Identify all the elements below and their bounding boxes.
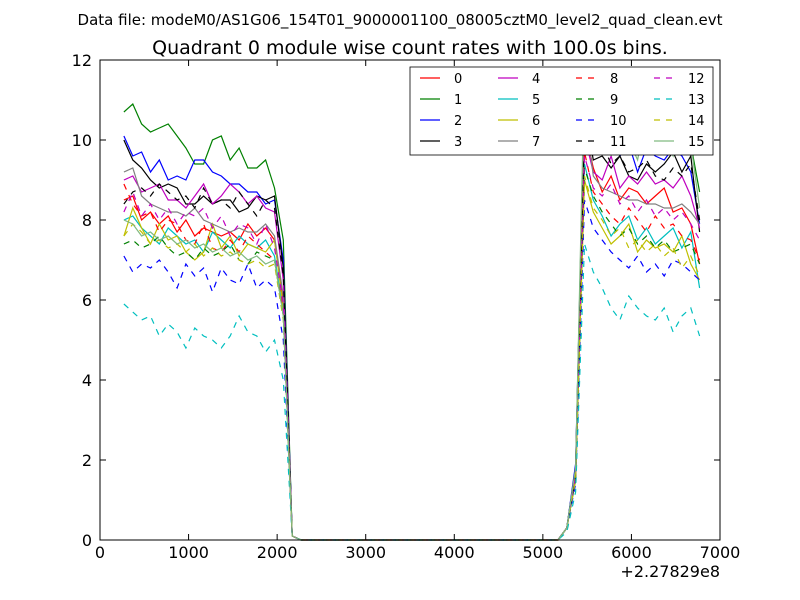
- legend-label-14: 14: [688, 114, 705, 129]
- chart-title: Quadrant 0 module wise count rates with …: [152, 37, 668, 59]
- legend-label-3: 3: [454, 135, 462, 150]
- legend-label-9: 9: [610, 93, 618, 108]
- y-tick-label: 0: [82, 531, 92, 550]
- legend-label-11: 11: [610, 135, 627, 150]
- y-tick-label: 12: [72, 51, 92, 70]
- x-tick-label: 6000: [611, 543, 652, 562]
- x-offset-label: +2.27829e8: [620, 562, 720, 581]
- legend-label-13: 13: [688, 93, 705, 108]
- y-tick-label: 2: [82, 451, 92, 470]
- legend-label-5: 5: [532, 93, 540, 108]
- x-tick-label: 3000: [345, 543, 386, 562]
- legend-label-1: 1: [454, 93, 462, 108]
- x-tick-label: 1000: [168, 543, 209, 562]
- series-line-13: [123, 243, 701, 541]
- legend-label-12: 12: [688, 72, 705, 87]
- series-line-10: [123, 199, 701, 541]
- y-tick-label: 8: [82, 211, 92, 230]
- legend-label-10: 10: [610, 114, 627, 129]
- x-tick-label: 4000: [434, 543, 475, 562]
- chart-suptitle: Data file: modeM0/AS1G06_154T01_90000011…: [78, 11, 723, 30]
- legend-label-7: 7: [532, 135, 540, 150]
- legend-label-2: 2: [454, 114, 462, 129]
- x-tick-label: 7000: [700, 543, 741, 562]
- legend-label-8: 8: [610, 72, 618, 87]
- y-tick-label: 10: [72, 131, 92, 150]
- legend-box: [409, 66, 714, 156]
- y-tick-label: 6: [82, 291, 92, 310]
- legend-label-4: 4: [532, 72, 540, 87]
- legend-label-0: 0: [454, 72, 462, 87]
- x-tick-label: 2000: [257, 543, 298, 562]
- x-tick-label: 0: [95, 543, 105, 562]
- x-tick-label: 5000: [522, 543, 563, 562]
- plot-frame: [99, 59, 721, 541]
- y-tick-label: 4: [82, 371, 92, 390]
- legend-label-15: 15: [688, 135, 705, 150]
- legend-label-6: 6: [532, 114, 540, 129]
